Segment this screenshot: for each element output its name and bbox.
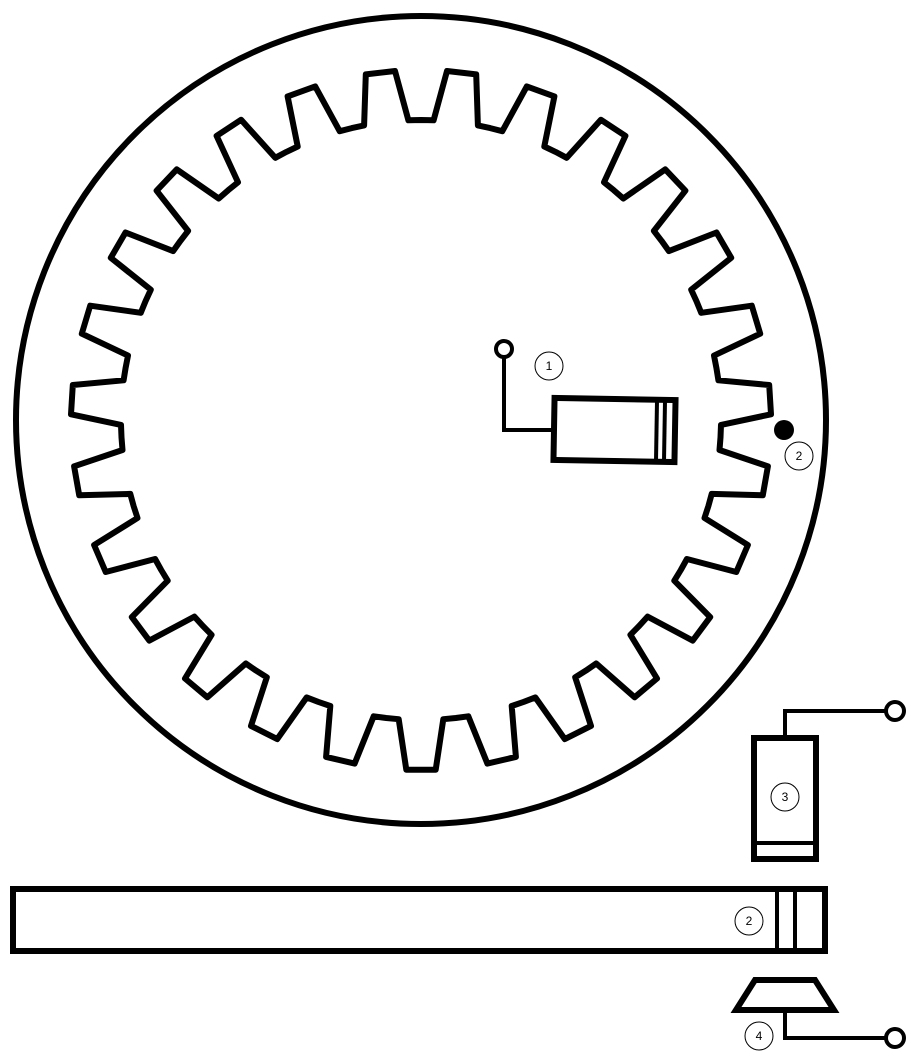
label-3: 3 xyxy=(782,790,789,804)
wire-4 xyxy=(783,1010,886,1040)
label-2-rim-circle xyxy=(784,441,814,471)
terminal-4 xyxy=(884,1027,906,1049)
label-1-circle xyxy=(534,351,564,381)
sensor-body-1-stripe-a xyxy=(654,400,659,462)
sensor-body-1 xyxy=(550,394,679,466)
label-2-rim: 2 xyxy=(796,449,803,463)
component-2-bar xyxy=(10,886,828,954)
label-4: 4 xyxy=(756,1029,763,1043)
label-4-circle xyxy=(744,1021,774,1051)
terminal-1 xyxy=(494,339,514,359)
component-1-sensor xyxy=(494,339,679,466)
terminal-3 xyxy=(884,700,906,722)
label-2-bar: 2 xyxy=(746,914,753,928)
label-2-bar-circle xyxy=(734,906,764,936)
component-4-sensor xyxy=(730,977,906,1049)
rim-magnet-dot xyxy=(774,420,794,440)
sensor-body-1-stripe-b xyxy=(662,400,667,462)
wire-3 xyxy=(783,709,886,738)
label-1: 1 xyxy=(546,359,553,373)
component-3-sensor xyxy=(751,700,906,862)
internal-gear-teeth xyxy=(68,68,774,773)
outer-ring xyxy=(13,13,829,827)
bar-body xyxy=(10,886,828,954)
wire-1 xyxy=(502,357,555,432)
label-3-circle xyxy=(770,782,800,812)
sensor-body-4 xyxy=(730,977,840,1013)
